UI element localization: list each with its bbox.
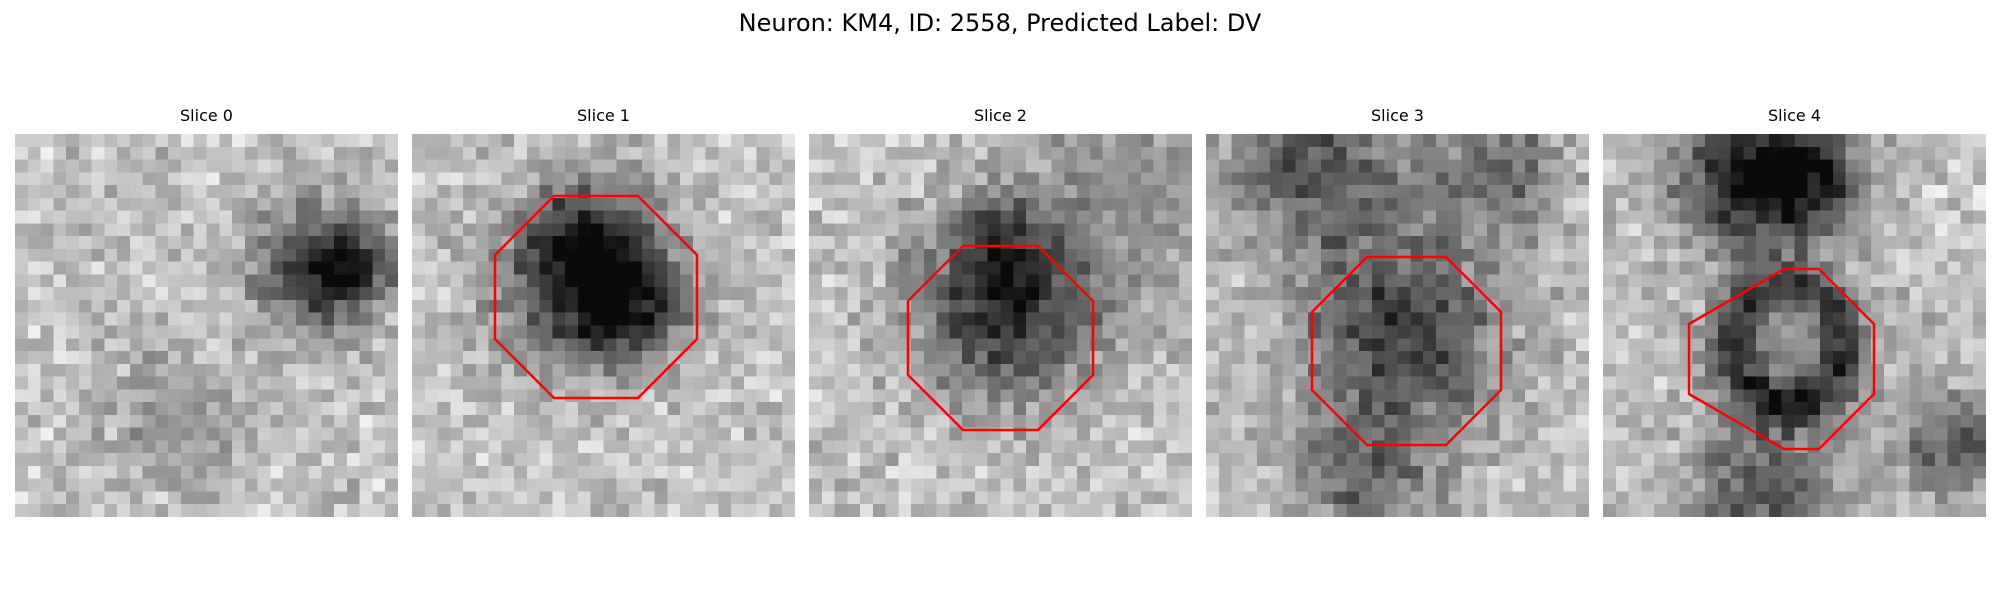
slice-panel-0: Slice 0 [15, 106, 398, 517]
slice-title: Slice 1 [577, 106, 630, 125]
figure-title: Neuron: KM4, ID: 2558, Predicted Label: … [738, 9, 1262, 37]
slice-panel-4: Slice 4 [1603, 106, 1986, 517]
slice-title: Slice 2 [974, 106, 1027, 125]
slice-image [1206, 134, 1589, 517]
octagon-outline [1687, 267, 1876, 451]
slice-panel-2: Slice 2 [809, 106, 1192, 517]
octagon-outline [906, 244, 1095, 432]
grayscale-microscopy-image [15, 134, 398, 517]
slice-title: Slice 0 [180, 106, 233, 125]
slice-image [15, 134, 398, 517]
slice-panel-1: Slice 1 [412, 106, 795, 517]
grayscale-microscopy-image [1206, 134, 1589, 517]
slice-image [809, 134, 1192, 517]
octagon-outline [493, 194, 699, 400]
slice-image [412, 134, 795, 517]
slice-title: Slice 3 [1371, 106, 1424, 125]
slice-image [1603, 134, 1986, 517]
octagon-outline [1310, 255, 1503, 447]
grayscale-microscopy-image [1603, 134, 1986, 517]
grayscale-microscopy-image [412, 134, 795, 517]
slice-panel-3: Slice 3 [1206, 106, 1589, 517]
slice-title: Slice 4 [1768, 106, 1821, 125]
grayscale-microscopy-image [809, 134, 1192, 517]
